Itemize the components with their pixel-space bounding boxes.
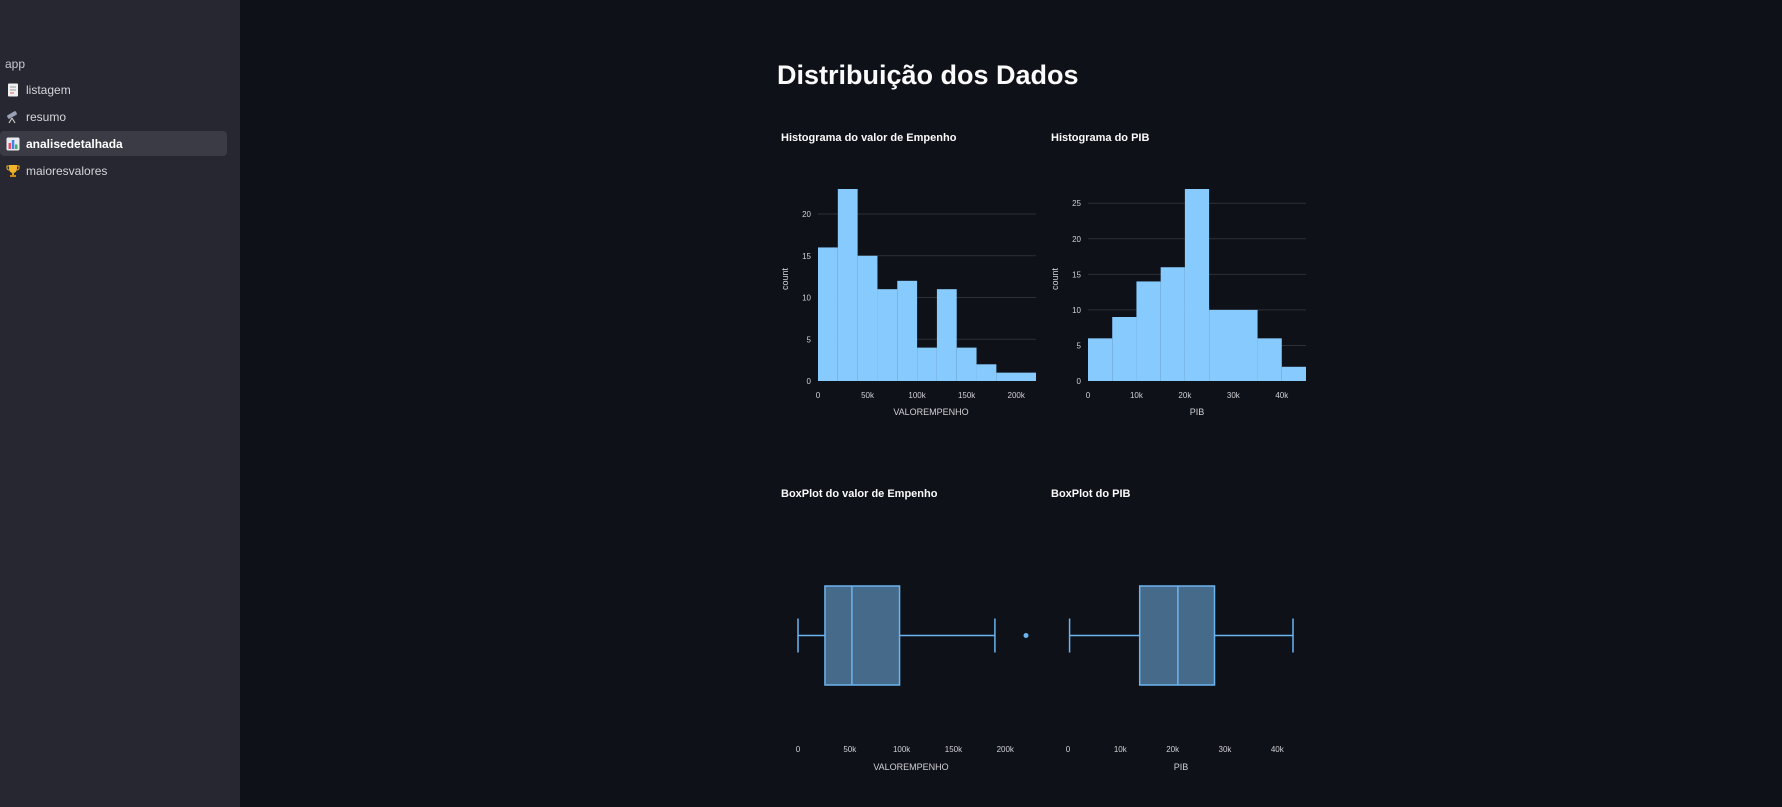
y-tick-label: 0 bbox=[1077, 377, 1082, 386]
x-axis-title: VALOREMPENHO bbox=[893, 407, 968, 417]
x-tick-label: 10k bbox=[1114, 745, 1128, 754]
histogram-bar bbox=[976, 364, 997, 381]
sidebar-item-label: analisedetalhada bbox=[26, 136, 123, 151]
x-tick-label: 0 bbox=[1066, 745, 1071, 754]
x-tick-label: 0 bbox=[816, 391, 821, 400]
sidebar-item-resumo[interactable]: resumo bbox=[0, 104, 227, 129]
sidebar-item-analisedetalhada[interactable]: analisedetalhada bbox=[0, 131, 227, 156]
histogram-bar bbox=[1209, 309, 1258, 381]
histogram-bar bbox=[1112, 317, 1137, 381]
histogram-bar bbox=[1088, 338, 1113, 381]
outlier-point bbox=[1023, 633, 1029, 638]
x-tick-label: 30k bbox=[1227, 391, 1241, 400]
bar-chart-icon bbox=[6, 137, 20, 151]
y-tick-label: 10 bbox=[802, 294, 811, 303]
telescope-icon bbox=[6, 110, 20, 124]
histogram-bar bbox=[956, 347, 977, 381]
box-iqr bbox=[1138, 585, 1216, 686]
sidebar-item-listagem[interactable]: listagem bbox=[0, 77, 227, 102]
histogram-bar bbox=[1184, 189, 1210, 381]
histogram-bar bbox=[818, 247, 838, 381]
y-tick-label: 10 bbox=[1072, 306, 1081, 315]
chart-title: Histograma do PIB bbox=[1051, 132, 1149, 144]
x-tick-label: 20k bbox=[1166, 745, 1180, 754]
x-axis-title: PIB bbox=[1190, 407, 1205, 417]
x-tick-label: 150k bbox=[958, 391, 976, 400]
page-icon bbox=[6, 83, 20, 97]
histogram-bar bbox=[1257, 338, 1282, 381]
sidebar: app listagem resumo analisedetalhada mai… bbox=[0, 0, 240, 807]
histogram-bar bbox=[917, 347, 937, 381]
histogram-bar bbox=[1160, 267, 1185, 381]
chart-title: Histograma do valor de Empenho bbox=[781, 132, 957, 144]
x-tick-label: 100k bbox=[893, 745, 911, 754]
x-tick-label: 0 bbox=[1086, 391, 1091, 400]
y-tick-label: 20 bbox=[1072, 235, 1081, 244]
x-tick-label: 50k bbox=[861, 391, 875, 400]
x-tick-label: 100k bbox=[908, 391, 926, 400]
x-tick-label: 20k bbox=[1178, 391, 1192, 400]
y-tick-label: 25 bbox=[1072, 199, 1081, 208]
x-tick-label: 40k bbox=[1271, 745, 1285, 754]
histogram-bar bbox=[1136, 281, 1161, 381]
y-tick-label: 20 bbox=[802, 210, 811, 219]
x-tick-label: 10k bbox=[1130, 391, 1144, 400]
page-title: Distribuição dos Dados bbox=[777, 60, 1079, 90]
chart-title: BoxPlot do valor de Empenho bbox=[781, 488, 938, 500]
trophy-icon bbox=[6, 164, 20, 178]
x-tick-label: 0 bbox=[796, 745, 801, 754]
box-iqr bbox=[824, 585, 901, 686]
histogram-bar bbox=[936, 289, 957, 381]
x-axis-title: PIB bbox=[1174, 762, 1189, 772]
x-tick-label: 40k bbox=[1275, 391, 1289, 400]
x-tick-label: 50k bbox=[843, 745, 857, 754]
sidebar-item-maioresvalores[interactable]: maioresvalores bbox=[0, 158, 227, 183]
histogram-bar bbox=[1281, 366, 1306, 381]
y-tick-label: 15 bbox=[802, 252, 811, 261]
histogram-bar bbox=[897, 280, 918, 381]
sidebar-header: app bbox=[5, 57, 26, 71]
histogram-bar bbox=[996, 372, 1036, 381]
x-tick-label: 30k bbox=[1219, 745, 1233, 754]
histogram-bar bbox=[857, 255, 878, 381]
y-axis-title: count bbox=[1050, 267, 1060, 290]
sidebar-item-label: listagem bbox=[26, 82, 71, 97]
x-tick-label: 200k bbox=[1008, 391, 1026, 400]
x-axis-title: VALOREMPENHO bbox=[873, 762, 948, 772]
y-tick-label: 5 bbox=[807, 335, 812, 344]
sidebar-item-label: maioresvalores bbox=[26, 163, 108, 178]
x-tick-label: 200k bbox=[997, 745, 1015, 754]
y-axis-title: count bbox=[780, 267, 790, 290]
x-tick-label: 150k bbox=[945, 745, 963, 754]
sidebar-item-label: resumo bbox=[26, 109, 67, 124]
histogram-bar bbox=[877, 289, 898, 381]
histogram-bar bbox=[837, 189, 858, 381]
y-tick-label: 5 bbox=[1077, 341, 1082, 350]
chart-title: BoxPlot do PIB bbox=[1051, 488, 1131, 500]
y-tick-label: 15 bbox=[1072, 270, 1081, 279]
y-tick-label: 0 bbox=[807, 377, 812, 386]
